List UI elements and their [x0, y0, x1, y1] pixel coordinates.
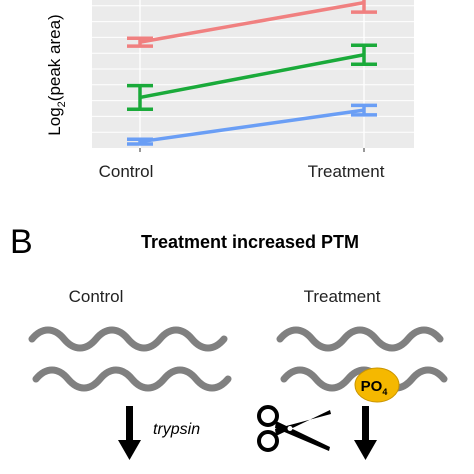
panel-b-title: Treatment increased PTM [141, 232, 359, 252]
wave-strand [276, 326, 444, 352]
x-tick-label-treatment: Treatment [308, 162, 385, 181]
po4-sub: 4 [382, 387, 387, 397]
y-axis-label-sub: 2 [56, 101, 68, 107]
po4-oval [354, 367, 400, 403]
arrow-head [118, 440, 141, 460]
control-protein [28, 326, 232, 392]
scissors-blade [275, 421, 330, 451]
po4-label: PO4 [361, 378, 388, 397]
arrow-head [354, 440, 377, 460]
scissors-icon [257, 405, 331, 452]
plot-background [92, 0, 414, 148]
scissors-handle [257, 430, 279, 452]
wave-strand [32, 366, 232, 392]
scissors-handle [257, 405, 279, 427]
po4-badge: PO4 [354, 367, 400, 403]
control-arrow [118, 406, 141, 460]
y-axis-label-log: Log [45, 107, 64, 135]
arrow-shaft [126, 406, 133, 444]
wave-strand [280, 366, 448, 392]
y-axis-label-rest: (peak area) [45, 14, 64, 101]
treatment-label: Treatment [304, 287, 381, 306]
scissors-blade [275, 410, 331, 436]
panel-a: Control Treatment Log2(peak area) [45, 0, 414, 181]
scissors-pivot [287, 426, 293, 431]
treatment-arrow [354, 406, 377, 460]
panel-b: B Treatment increased PTM Control Treatm… [10, 223, 448, 460]
grid [92, 0, 414, 148]
control-label: Control [69, 287, 124, 306]
wave-strand [28, 326, 228, 352]
series-line [139, 0, 365, 44]
series-line [139, 53, 365, 100]
enzyme-label: trypsin [153, 421, 200, 438]
treatment-protein [276, 326, 448, 392]
x-tick-label-control: Control [99, 162, 154, 181]
y-axis-label: Log2(peak area) [45, 14, 68, 135]
panel-letter: B [10, 223, 33, 261]
arrow-shaft [362, 406, 369, 444]
po4-text: PO [361, 378, 383, 395]
series-line [139, 108, 365, 144]
series-layer [127, 0, 377, 146]
